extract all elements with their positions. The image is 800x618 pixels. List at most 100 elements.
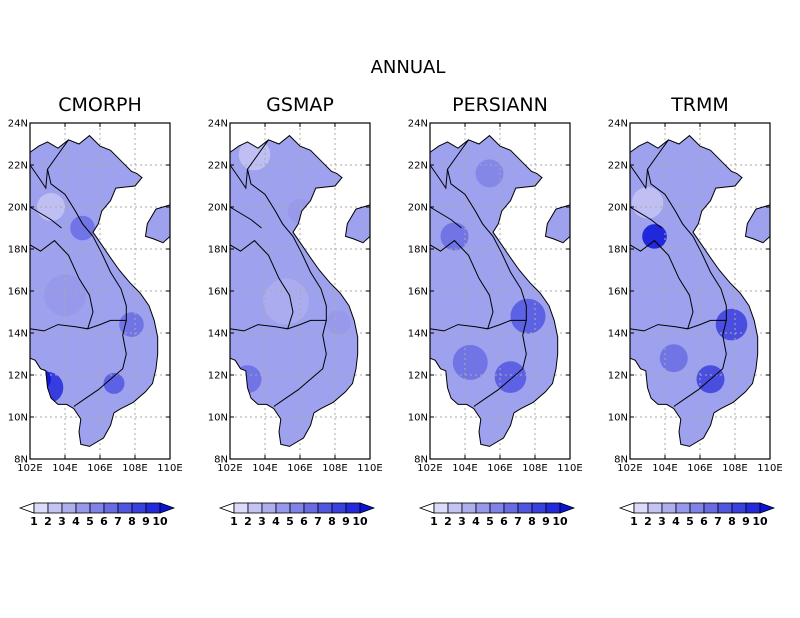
colorbar-segment [447,502,463,514]
lat-tick-label: 12N [8,371,28,382]
colorbar-segment [675,502,691,514]
lat-tick-label: 18N [8,245,28,256]
colorbar-label: 5 [486,515,494,528]
lat-tick-label: 10N [608,413,628,424]
colorbar-label: 3 [58,515,66,528]
colorbar-segment [703,502,719,514]
rainfall-contour [510,298,546,334]
lon-tick-label: 106E [287,463,312,474]
colorbar-segment [145,502,161,514]
lon-tick-label: 102E [17,463,42,474]
country-border [446,139,527,407]
country-border [629,319,727,332]
colorbar-label: 9 [542,515,550,528]
country-border [229,239,294,329]
country-border [29,319,127,332]
colorbar-label: 5 [86,515,94,528]
colorbar-segment [503,502,519,514]
country-border [629,239,694,329]
colorbar-label: 4 [72,515,80,528]
lat-tick-label: 18N [208,245,228,256]
colorbar-segment [33,502,49,514]
country-border [29,164,48,190]
rainfall-contour [70,215,95,241]
colorbar-segment [289,502,305,514]
coastline [629,134,759,447]
colorbar-segment [218,502,235,514]
colorbar-label: 7 [114,515,122,528]
colorbar-label: 8 [728,515,736,528]
rainfall-contour [238,138,271,171]
panel-title: TRMM [670,94,729,116]
lon-tick-label: 108E [322,463,347,474]
coastline [744,204,771,244]
lat-tick-label: 18N [408,245,428,256]
colorbar-segment [61,502,77,514]
lat-tick-label: 18N [608,245,628,256]
lat-tick-label: 14N [208,329,228,340]
rainfall-contour [263,278,309,325]
colorbar-label: 10 [352,515,368,528]
colorbar-segment [545,502,561,514]
lat-tick-label: 20N [8,203,28,214]
rainfall-contour [715,308,748,341]
colorbar-label: 3 [258,515,266,528]
lat-tick-label: 8N [414,455,428,466]
rainfall-contour [44,274,86,317]
lat-tick-label: 10N [408,413,428,424]
country-border [629,206,662,229]
lat-tick-label: 12N [408,371,428,382]
lat-tick-label: 20N [608,203,628,214]
lat-tick-label: 20N [408,203,428,214]
colorbar-segment [331,502,347,514]
country-border [429,206,462,229]
colorbar-label: 5 [286,515,294,528]
colorbar-label: 1 [430,515,438,528]
colorbar-label: 2 [44,515,52,528]
lat-tick-label: 12N [208,371,228,382]
colorbar-label: 1 [230,515,238,528]
colorbar-segment [18,502,35,514]
lon-tick-label: 108E [522,463,547,474]
colorbar-label: 10 [552,515,568,528]
colorbar-label: 4 [272,515,280,528]
colorbar-segment [131,502,147,514]
lat-tick-label: 24N [608,119,628,130]
colorbar-label: 2 [244,515,252,528]
colorbar-segment [731,502,747,514]
country-border [229,206,262,229]
colorbar-label: 8 [128,515,136,528]
colorbar-label: 7 [314,515,322,528]
lat-tick-label: 8N [14,455,28,466]
colorbar-label: 9 [742,515,750,528]
lon-tick-label: 106E [687,463,712,474]
colorbar-label: 6 [300,515,308,528]
colorbar-label: 10 [152,515,168,528]
colorbar-label: 4 [472,515,480,528]
rainfall-contour [326,310,351,335]
panel-title: GSMAP [266,94,334,116]
colorbar-label: 9 [342,515,350,528]
lat-tick-label: 10N [8,413,28,424]
colorbar-label: 6 [700,515,708,528]
lon-tick-label: 106E [487,463,512,474]
colorbar-segment [303,502,319,514]
colorbar-segment [117,502,133,514]
colorbar-segment [89,502,105,514]
lon-tick-label: 104E [52,463,77,474]
colorbar-segment [233,502,249,514]
colorbar-segment [647,502,663,514]
lat-tick-label: 14N [408,329,428,340]
colorbar-label: 3 [658,515,666,528]
lat-tick-label: 16N [408,287,428,298]
coastline [229,134,359,447]
colorbar-segment [345,502,361,514]
colorbar-segment [531,502,547,514]
lat-tick-label: 16N [208,287,228,298]
map-panel-gsmap: GSMAP 8N 10N 12N 14N 16N 18N 20N 22N 24N 102E 104E… [208,94,383,474]
colorbar-segment [317,502,333,514]
lon-tick-label: 102E [217,463,242,474]
colorbar-segment [517,502,533,514]
coastline [344,204,371,244]
colorbar-segment [661,502,677,514]
